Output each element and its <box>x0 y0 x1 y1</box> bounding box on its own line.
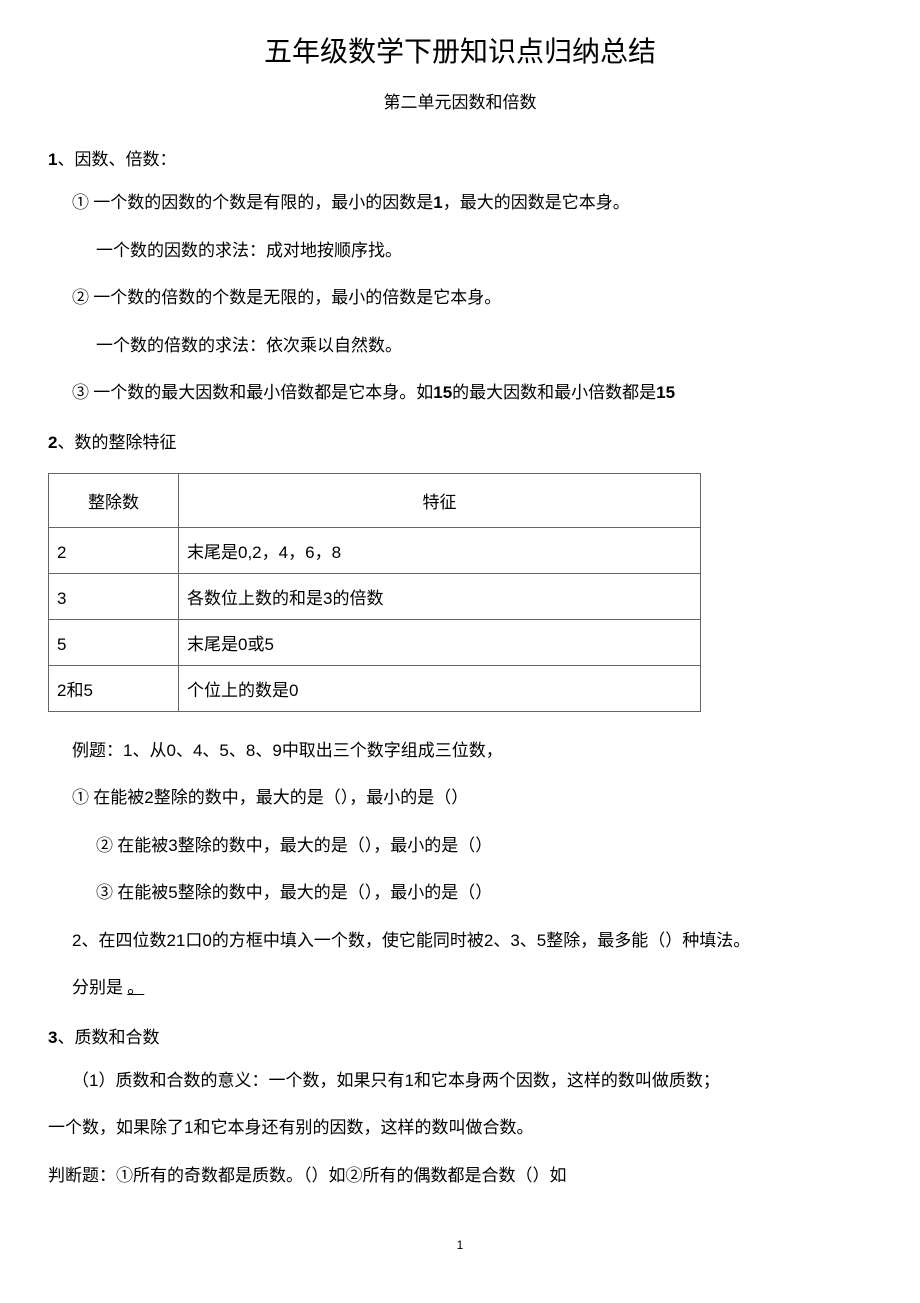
table-row: 5 末尾是0或5 <box>49 619 701 665</box>
circled-2: ② <box>72 288 89 307</box>
text: 一个数的倍数的个数是无限的，最小的倍数是它本身。 <box>89 288 501 307</box>
table-row: 2和5 个位上的数是0 <box>49 665 701 711</box>
text: 一个数的最大因数和最小倍数都是它本身。如 <box>89 383 433 402</box>
section-1-item-3: ③ 一个数的最大因数和最小倍数都是它本身。如15的最大因数和最小倍数都是15 <box>48 380 872 406</box>
section-1-item-1b: 一个数的因数的求法：成对地按顺序找。 <box>48 238 872 264</box>
question-1: ① 在能被2整除的数中，最大的是（），最小的是（） <box>48 785 872 811</box>
divisibility-table: 整除数 特征 2 末尾是0,2，4，6，8 3 各数位上数的和是3的倍数 5 末… <box>48 473 701 712</box>
page-number: 1 <box>48 1238 872 1252</box>
example-2: 2、在四位数21口0的方框中填入一个数，使它能同时被2、3、5整除，最多能（）种… <box>48 928 872 954</box>
document-subtitle: 第二单元因数和倍数 <box>48 88 872 113</box>
underline-blank: 。 <box>127 978 144 997</box>
section-1-item-1: ① 一个数的因数的个数是有限的，最小的因数是1，最大的因数是它本身。 <box>48 190 872 216</box>
header-1: 整除数 <box>49 473 179 527</box>
heading-text: 、质数和合数 <box>57 1028 159 1047</box>
section-3-p3: 判断题：①所有的奇数都是质数。（）如②所有的偶数都是合数（）如 <box>48 1163 872 1189</box>
cell: 3 <box>49 573 179 619</box>
circled-3: ③ <box>72 383 89 402</box>
heading-text: 、数的整除特征 <box>57 433 176 452</box>
question-3: ③ 在能被5整除的数中，最大的是（），最小的是（） <box>48 880 872 906</box>
heading-text: 、因数、倍数： <box>57 150 176 169</box>
section-1-item-2b: 一个数的倍数的求法：依次乘以自然数。 <box>48 333 872 359</box>
table-row: 2 末尾是0,2，4，6，8 <box>49 527 701 573</box>
cell: 各数位上数的和是3的倍数 <box>179 573 701 619</box>
num: 1 <box>433 193 442 212</box>
circled-1: ① <box>72 193 89 212</box>
cell: 个位上的数是0 <box>179 665 701 711</box>
text: 一个数的因数的个数是有限的，最小的因数是 <box>89 193 433 212</box>
section-3-p2: 一个数，如果除了1和它本身还有别的因数，这样的数叫做合数。 <box>48 1115 872 1141</box>
header-2: 特征 <box>179 473 701 527</box>
num: 15 <box>656 383 675 402</box>
table-header-row: 整除数 特征 <box>49 473 701 527</box>
document-title: 五年级数学下册知识点归纳总结 <box>48 30 872 70</box>
cell: 末尾是0,2，4，6，8 <box>179 527 701 573</box>
cell: 2和5 <box>49 665 179 711</box>
example-2-end: 分别是 。 <box>48 975 872 1001</box>
section-3-heading: 3、质数和合数 <box>48 1023 872 1048</box>
example-intro: 例题：1、从0、4、5、8、9中取出三个数字组成三位数， <box>48 738 872 764</box>
cell: 5 <box>49 619 179 665</box>
cell: 2 <box>49 527 179 573</box>
section-1-item-2: ② 一个数的倍数的个数是无限的，最小的倍数是它本身。 <box>48 285 872 311</box>
cell: 末尾是0或5 <box>179 619 701 665</box>
label: 例题： <box>72 741 123 760</box>
table-row: 3 各数位上数的和是3的倍数 <box>49 573 701 619</box>
section-3-p1: （1）质数和合数的意义：一个数，如果只有1和它本身两个因数，这样的数叫做质数； <box>48 1068 872 1094</box>
section-1-heading: 1、因数、倍数： <box>48 145 872 170</box>
text: ，最大的因数是它本身。 <box>443 193 630 212</box>
section-2-heading: 2、数的整除特征 <box>48 428 872 453</box>
question-2: ② 在能被3整除的数中，最大的是（），最小的是（） <box>48 833 872 859</box>
text: 的最大因数和最小倍数都是 <box>452 383 656 402</box>
num: 15 <box>433 383 452 402</box>
